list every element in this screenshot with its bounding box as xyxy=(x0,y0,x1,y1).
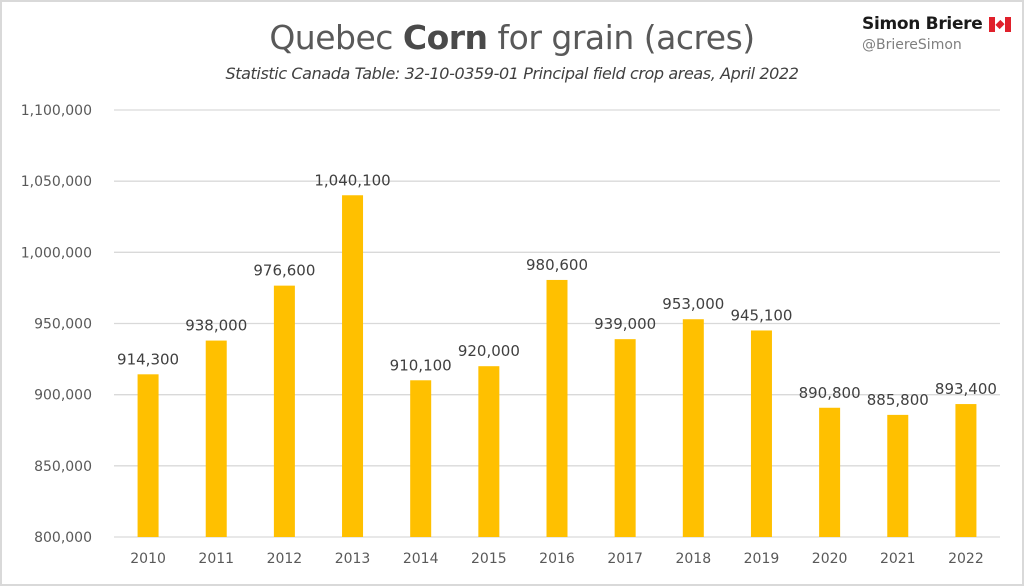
bars xyxy=(137,195,977,537)
data-label: 914,300 xyxy=(117,350,179,368)
bar xyxy=(819,407,841,537)
bar xyxy=(137,374,159,537)
data-label: 890,800 xyxy=(799,384,861,402)
y-tick-label: 950,000 xyxy=(34,317,92,333)
bar xyxy=(342,195,364,537)
x-tick-label: 2010 xyxy=(130,551,166,567)
x-tick-label: 2018 xyxy=(675,551,711,567)
data-label: 953,000 xyxy=(662,295,724,313)
bar xyxy=(955,404,977,537)
title-prefix: Quebec xyxy=(269,18,403,57)
y-axis-labels: 800,000 850,000 900,000 950,000 1,000,000 1,0… xyxy=(21,103,92,546)
x-tick-label: 2013 xyxy=(335,551,371,567)
data-label: 920,000 xyxy=(458,342,520,360)
x-tick-label: 2015 xyxy=(471,551,507,567)
y-tick-label: 850,000 xyxy=(34,459,92,475)
bar xyxy=(546,279,568,537)
data-labels: 914,300 938,000 976,600 1,040,100 910,100 920… xyxy=(117,171,997,409)
y-tick-label: 1,100,000 xyxy=(21,103,92,119)
bar xyxy=(410,380,432,537)
data-label: 885,800 xyxy=(867,391,929,409)
author-brand: Simon Briere @BriereSimon xyxy=(862,14,1012,53)
x-tick-label: 2017 xyxy=(607,551,643,567)
bar xyxy=(750,330,772,537)
data-label: 939,000 xyxy=(594,315,656,333)
x-tick-label: 2022 xyxy=(948,551,984,567)
data-label: 910,100 xyxy=(390,356,452,374)
data-label: 893,400 xyxy=(935,380,997,398)
author-handle: @BriereSimon xyxy=(862,37,962,53)
x-tick-label: 2019 xyxy=(744,551,780,567)
bar xyxy=(478,366,500,537)
x-tick-label: 2021 xyxy=(880,551,916,567)
data-label: 976,600 xyxy=(253,262,315,280)
y-tick-label: 1,000,000 xyxy=(21,245,92,261)
y-tick-label: 1,050,000 xyxy=(21,174,92,190)
x-tick-label: 2011 xyxy=(198,551,234,567)
y-tick-label: 900,000 xyxy=(34,388,92,404)
bar xyxy=(614,339,636,537)
data-label: 945,100 xyxy=(730,306,792,324)
chart-subtitle: Statistic Canada Table: 32-10-0359-01 Pr… xyxy=(225,64,799,83)
x-tick-label: 2014 xyxy=(403,551,439,567)
x-tick-label: 2016 xyxy=(539,551,575,567)
data-label: 980,600 xyxy=(526,256,588,274)
chart-title: Quebec Corn for grain (acres) xyxy=(0,18,1024,57)
title-suffix: for grain (acres) xyxy=(487,18,756,57)
data-label: 1,040,100 xyxy=(314,171,390,189)
author-name: Simon Briere xyxy=(862,14,983,34)
y-tick-label: 800,000 xyxy=(34,530,92,546)
x-axis-labels: 2010 2011 2012 2013 2014 2015 2016 2017 2018 2019… xyxy=(130,551,983,567)
author-name-row: Simon Briere xyxy=(862,14,1012,34)
bar xyxy=(682,319,704,537)
bar xyxy=(205,340,227,537)
title-bold-word: Corn xyxy=(402,18,488,57)
canada-flag-icon xyxy=(988,16,1011,32)
x-tick-label: 2012 xyxy=(267,551,303,567)
bar xyxy=(887,414,909,537)
x-tick-label: 2020 xyxy=(812,551,848,567)
bar xyxy=(273,285,295,537)
data-label: 938,000 xyxy=(185,317,247,335)
